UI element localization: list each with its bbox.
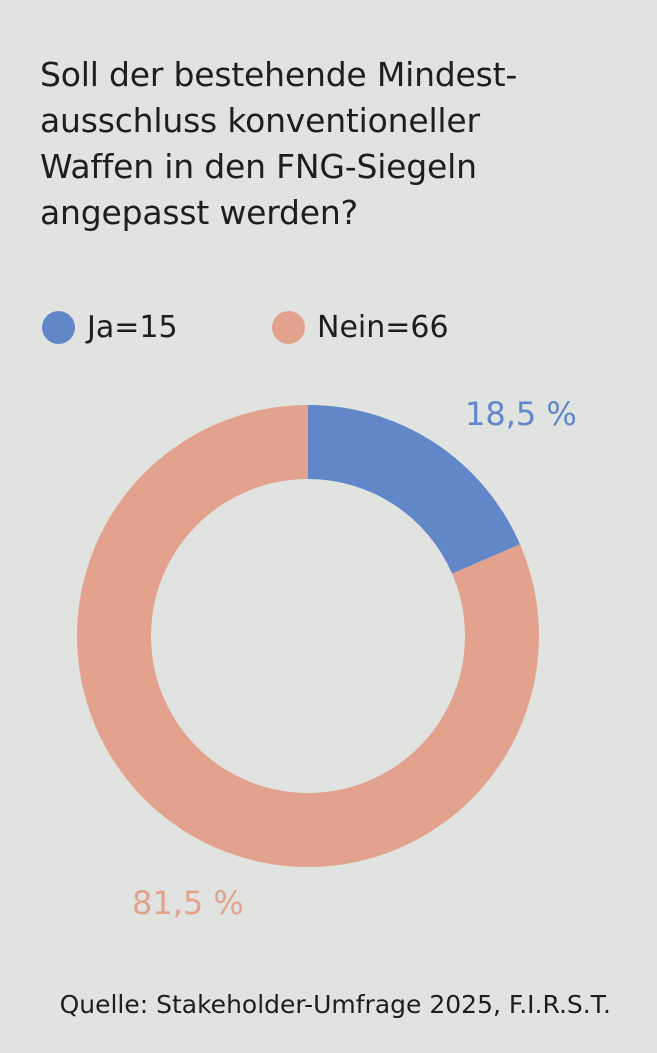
title-line-1: Soll der bestehende Mindest- (40, 55, 518, 94)
legend-item-ja: Ja=15 (42, 304, 178, 350)
title-line-4: angepasst werden? (40, 193, 358, 232)
title-line-2: ausschluss konventioneller (40, 101, 480, 140)
title-line-3: Waffen in den FNG-Siegeln (40, 147, 477, 186)
legend-swatch-nein (272, 310, 305, 344)
legend-label-ja: Ja=15 (87, 309, 178, 345)
chart-title: Soll der bestehende Mindest- ausschluss … (40, 52, 620, 236)
donut-slice-ja (308, 405, 521, 574)
data-label-nein: 81,5 % (132, 884, 244, 922)
legend-item-nein: Nein=66 (272, 304, 449, 350)
chart-legend: Ja=15 Nein=66 (42, 304, 642, 350)
data-label-ja: 18,5 % (465, 395, 577, 433)
legend-label-nein: Nein=66 (317, 309, 449, 345)
donut-slice-nein (77, 405, 540, 867)
legend-swatch-ja (42, 310, 75, 344)
source-note: Quelle: Stakeholder-Umfrage 2025, F.I.R.… (59, 990, 611, 1019)
